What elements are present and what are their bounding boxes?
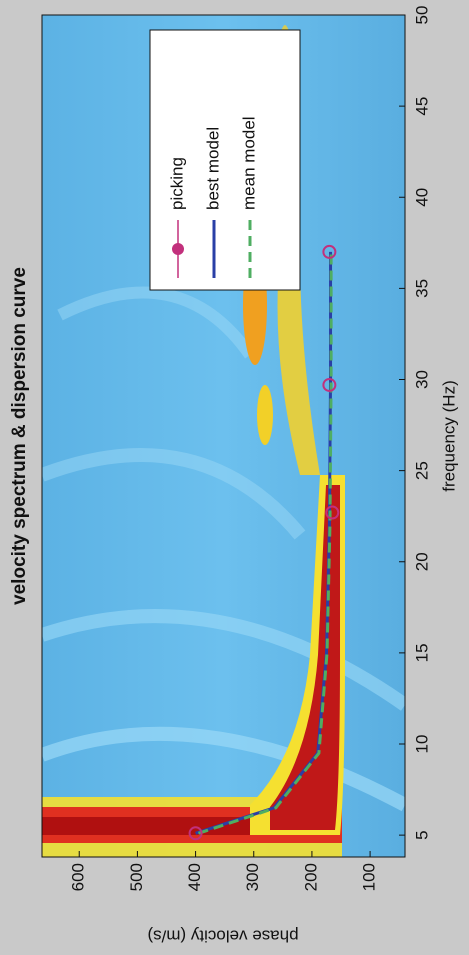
plot-frame: [41, 14, 406, 858]
pick-marker: [325, 505, 340, 520]
pick-marker: [322, 244, 337, 259]
y-tick-label: 200: [301, 863, 320, 891]
x-tick-label: 50: [412, 6, 431, 25]
x-tick-label: 10: [412, 735, 431, 754]
x-tick-label: 35: [412, 279, 431, 298]
y-tick-label: 100: [360, 863, 379, 891]
x-tick-label: 15: [412, 643, 431, 662]
x-tick-label: 30: [412, 370, 431, 389]
x-tick-label: 5: [412, 830, 431, 839]
x-tick-label: 45: [412, 97, 431, 116]
chart-title: velocity spectrum & dispersion curve: [9, 267, 30, 605]
y-tick-label: 600: [69, 863, 88, 891]
x-tick-label: 25: [412, 461, 431, 480]
x-axis-label: frequency (Hz): [439, 380, 458, 491]
pick-marker: [188, 826, 203, 841]
legend-label: best model: [203, 127, 222, 210]
legend-marker: [172, 243, 184, 255]
legend-box: [149, 29, 301, 291]
pick-marker: [322, 377, 337, 392]
rotated-chart: velocity spectrum & dispersion curve fre…: [9, 6, 458, 946]
y-tick-label: 300: [243, 863, 262, 891]
y-tick-label: 500: [127, 863, 146, 891]
series-line: [198, 251, 333, 835]
y-axis-label: phase velocity (m/s): [147, 927, 298, 946]
y-tick-label: 400: [185, 863, 204, 891]
legend-label: mean model: [239, 116, 258, 210]
x-tick-label: 20: [412, 552, 431, 571]
legend-label: picking: [167, 157, 186, 210]
x-tick-label: 40: [412, 188, 431, 207]
